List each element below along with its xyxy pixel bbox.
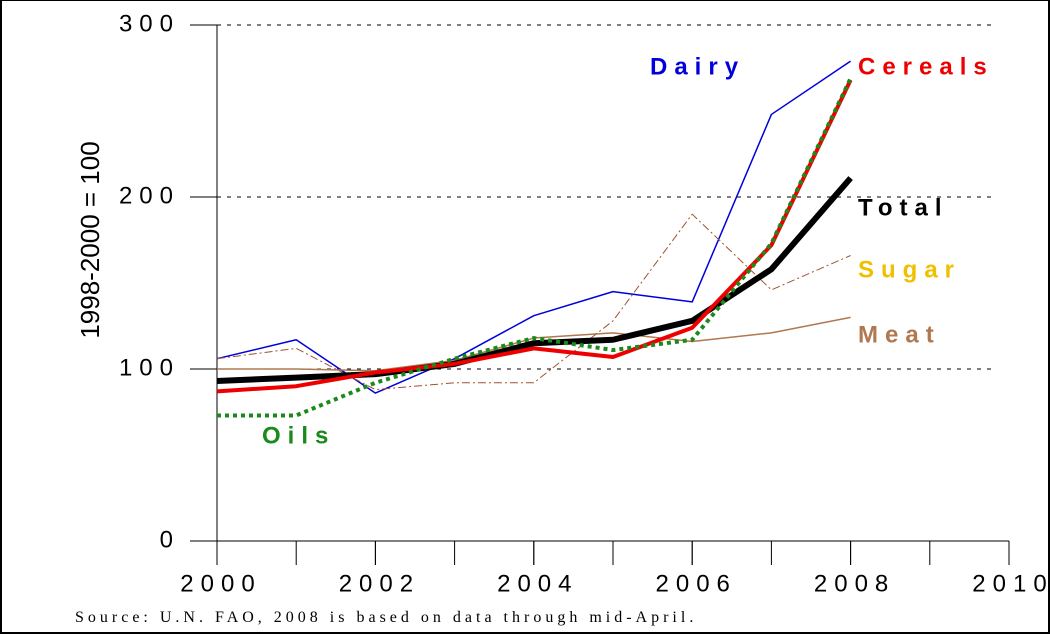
y-tick-label: 0: [160, 526, 180, 553]
y-tick-label: 200: [119, 182, 180, 209]
y-tick-label: 100: [119, 354, 180, 381]
series-label: Total: [858, 194, 949, 221]
series-label: Sugar: [858, 256, 961, 283]
series-label: Meat: [858, 321, 941, 348]
y-tick-label: 300: [119, 10, 180, 37]
x-tick-label: 2002: [339, 570, 420, 597]
x-tick-label: 2000: [180, 570, 261, 597]
series-label: Dairy: [650, 53, 745, 80]
series-label: Oils: [262, 422, 335, 449]
x-tick-label: 2008: [814, 570, 895, 597]
series-line: [216, 79, 853, 394]
x-tick-label: 2004: [497, 570, 578, 597]
source: Source: U.N. FAO, 2008 is based on data …: [75, 609, 697, 626]
series-line: [216, 60, 852, 394]
series-label: Cereals: [858, 53, 994, 80]
series-line: [216, 213, 851, 391]
x-tick-label: 2006: [656, 570, 737, 597]
x-tick-label: 2010: [972, 570, 1050, 597]
series-line: [216, 176, 853, 385]
series-line: [217, 77, 853, 418]
y-axis-title: 1998-2000 = 100: [75, 141, 105, 338]
